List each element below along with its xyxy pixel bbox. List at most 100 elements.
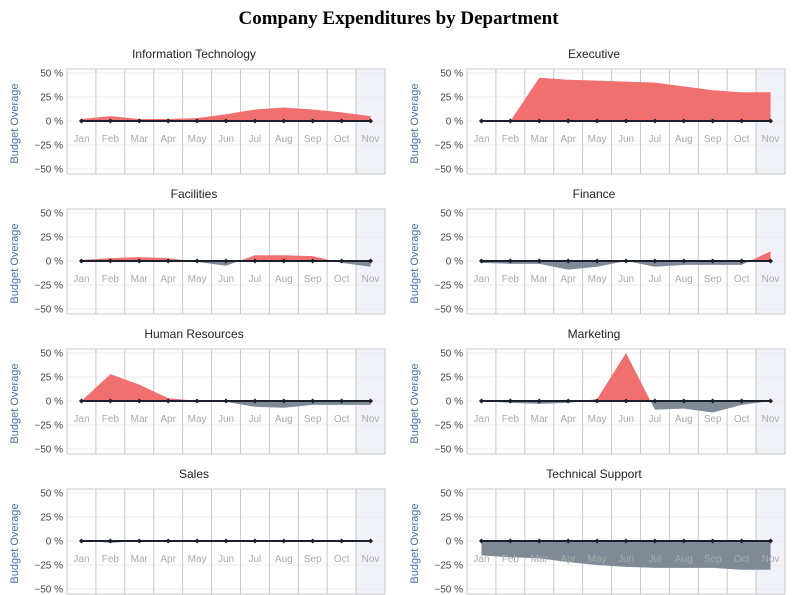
x-tick-label: Jun	[618, 134, 634, 145]
y-axis-label: Budget Overage	[409, 83, 421, 163]
data-point-marker	[339, 258, 345, 264]
plot-frame	[466, 208, 786, 315]
data-point-marker	[136, 538, 142, 544]
data-point-marker	[368, 538, 374, 544]
y-axis-label: Budget Overage	[409, 503, 421, 583]
data-point-marker	[310, 118, 316, 124]
x-tick-label: Jan	[73, 134, 89, 145]
data-point-marker	[310, 258, 316, 264]
data-point-marker	[223, 538, 229, 544]
y-tick-label: −25 %	[34, 560, 63, 571]
x-tick-label: Mar	[531, 134, 549, 145]
data-point-marker	[768, 258, 774, 264]
data-point-marker	[281, 118, 287, 124]
x-tick-label: Oct	[334, 414, 350, 425]
data-point-marker	[710, 538, 716, 544]
x-tick-label: Mar	[531, 414, 549, 425]
data-point-marker	[339, 398, 345, 404]
data-point-marker	[223, 258, 229, 264]
x-tick-label: Nov	[762, 414, 780, 425]
y-tick-label: 0 %	[46, 396, 63, 407]
data-point-marker	[78, 118, 84, 124]
data-point-marker	[565, 118, 571, 124]
x-tick-label: Mar	[131, 134, 149, 145]
x-tick-label: Jan	[73, 414, 89, 425]
x-tick-label: Apr	[160, 414, 176, 425]
overage-area	[481, 353, 771, 401]
plot-frame	[66, 68, 386, 175]
x-tick-label: Nov	[362, 134, 380, 145]
data-point-marker	[536, 258, 542, 264]
data-point-marker	[739, 398, 745, 404]
y-tick-label: 25 %	[40, 372, 63, 383]
data-point-marker	[565, 258, 571, 264]
data-point-marker	[78, 398, 84, 404]
x-tick-label: Sep	[304, 414, 322, 425]
x-tick-label: Mar	[131, 554, 149, 565]
x-tick-label: May	[588, 134, 607, 145]
data-point-marker	[281, 258, 287, 264]
x-tick-label: Aug	[275, 414, 293, 425]
y-axis-label: Budget Overage	[409, 223, 421, 303]
data-point-marker	[281, 538, 287, 544]
x-tick-label: Nov	[362, 274, 380, 285]
data-point-marker	[507, 398, 513, 404]
y-tick-label: −25 %	[434, 280, 463, 291]
y-tick-label: 0 %	[446, 396, 463, 407]
overage-area	[81, 374, 371, 401]
x-tick-label: Oct	[734, 274, 750, 285]
y-tick-label: 0 %	[46, 536, 63, 547]
x-tick-label: Feb	[102, 274, 120, 285]
x-tick-label: Jun	[218, 274, 234, 285]
data-point-marker	[136, 118, 142, 124]
x-tick-label: Aug	[675, 414, 693, 425]
x-tick-label: Aug	[275, 274, 293, 285]
chart-panel-1: Information Technology Budget Overage 50 %…	[0, 40, 390, 175]
x-tick-label: Nov	[362, 554, 380, 565]
overage-area	[81, 255, 371, 261]
y-tick-label: 25 %	[440, 372, 463, 383]
x-tick-label: Jan	[73, 274, 89, 285]
y-axis-label: Budget Overage	[9, 503, 21, 583]
overage-area	[81, 107, 371, 121]
data-point-marker	[281, 398, 287, 404]
data-point-marker	[594, 258, 600, 264]
x-tick-label: Aug	[675, 274, 693, 285]
x-tick-label: Feb	[502, 414, 520, 425]
underage-area	[81, 400, 371, 408]
y-tick-label: 50 %	[440, 349, 463, 360]
y-axis-label: Budget Overage	[9, 363, 21, 443]
data-point-marker	[739, 118, 745, 124]
data-point-marker	[136, 398, 142, 404]
y-tick-label: −50 %	[34, 444, 63, 455]
x-tick-label: Jun	[218, 134, 234, 145]
data-point-marker	[768, 538, 774, 544]
x-tick-label: Jul	[249, 554, 262, 565]
data-point-marker	[623, 538, 629, 544]
data-point-marker	[194, 258, 200, 264]
x-tick-label: Jan	[473, 134, 489, 145]
data-point-marker	[339, 538, 345, 544]
area-chart-5: Human Resources Budget Overage 50 % 25 % 0 %…	[9, 327, 386, 455]
data-point-marker	[252, 538, 258, 544]
underage-area	[481, 540, 771, 570]
data-point-marker	[652, 398, 658, 404]
x-tick-label: Oct	[734, 554, 750, 565]
x-tick-label: Apr	[160, 554, 176, 565]
x-tick-label: Nov	[362, 414, 380, 425]
data-point-marker	[594, 538, 600, 544]
data-point-marker	[107, 118, 113, 124]
data-point-marker	[368, 398, 374, 404]
x-tick-label: Jun	[218, 414, 234, 425]
data-point-marker	[681, 398, 687, 404]
x-tick-label: Feb	[502, 274, 520, 285]
x-tick-label: Jan	[473, 414, 489, 425]
data-point-marker	[507, 258, 513, 264]
area-chart-2: Executive Budget Overage 50 % 25 % 0 % −25 % −…	[409, 47, 786, 175]
x-tick-label: May	[188, 134, 207, 145]
chart-title: Sales	[179, 467, 209, 481]
plot-frame	[466, 348, 786, 455]
chart-panel-8: Technical Support Budget Overage 50 % 25 % 0…	[400, 460, 790, 595]
overage-area	[481, 77, 771, 121]
x-tick-label: Sep	[304, 134, 322, 145]
